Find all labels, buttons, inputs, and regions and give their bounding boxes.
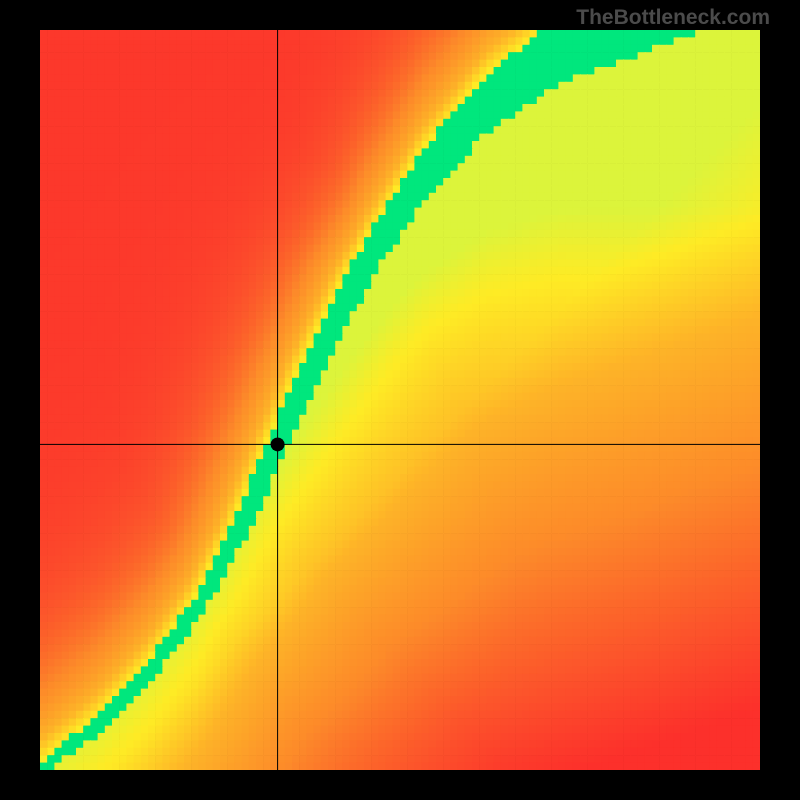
heatmap-canvas — [40, 30, 760, 770]
watermark-text: TheBottleneck.com — [576, 6, 770, 30]
chart-container: TheBottleneck.com — [0, 0, 800, 800]
heatmap-plot — [40, 30, 760, 770]
